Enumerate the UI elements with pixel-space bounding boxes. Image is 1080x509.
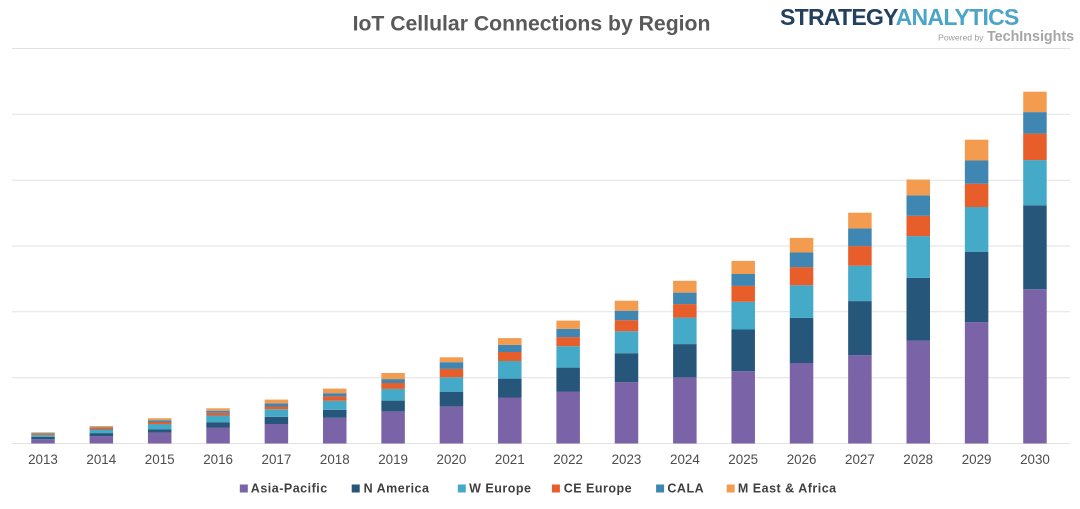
svg-text:2026: 2026 [787, 452, 817, 467]
svg-text:2013: 2013 [28, 452, 58, 467]
svg-text:2024: 2024 [670, 452, 700, 467]
svg-text:2017: 2017 [262, 452, 292, 467]
svg-text:IoT Cellular Connections by Re: IoT Cellular Connections by Region [353, 13, 711, 36]
svg-text:2016: 2016 [203, 452, 233, 467]
svg-text:Powered by: Powered by [938, 33, 984, 43]
svg-text:M East & Africa: M East & Africa [738, 482, 837, 496]
svg-text:TechInsights: TechInsights [987, 29, 1074, 45]
svg-text:2023: 2023 [612, 452, 642, 467]
svg-text:2028: 2028 [903, 452, 933, 467]
svg-text:2022: 2022 [553, 452, 583, 467]
svg-text:2018: 2018 [320, 452, 350, 467]
svg-text:2021: 2021 [495, 452, 525, 467]
svg-text:Asia-Pacific: Asia-Pacific [251, 482, 328, 496]
svg-text:2019: 2019 [378, 452, 408, 467]
svg-text:2014: 2014 [86, 452, 116, 467]
svg-text:2030: 2030 [1020, 452, 1050, 467]
svg-text:W Europe: W Europe [469, 482, 531, 496]
svg-text:2020: 2020 [437, 452, 467, 467]
svg-text:2015: 2015 [145, 452, 175, 467]
svg-text:2029: 2029 [962, 452, 992, 467]
svg-text:CE Europe: CE Europe [564, 482, 632, 496]
svg-text:STRATEGYANALYTICS: STRATEGYANALYTICS [780, 4, 1019, 30]
svg-text:2025: 2025 [728, 452, 758, 467]
svg-text:N America: N America [364, 482, 430, 496]
svg-text:2027: 2027 [845, 452, 875, 467]
svg-text:CALA: CALA [667, 482, 704, 496]
